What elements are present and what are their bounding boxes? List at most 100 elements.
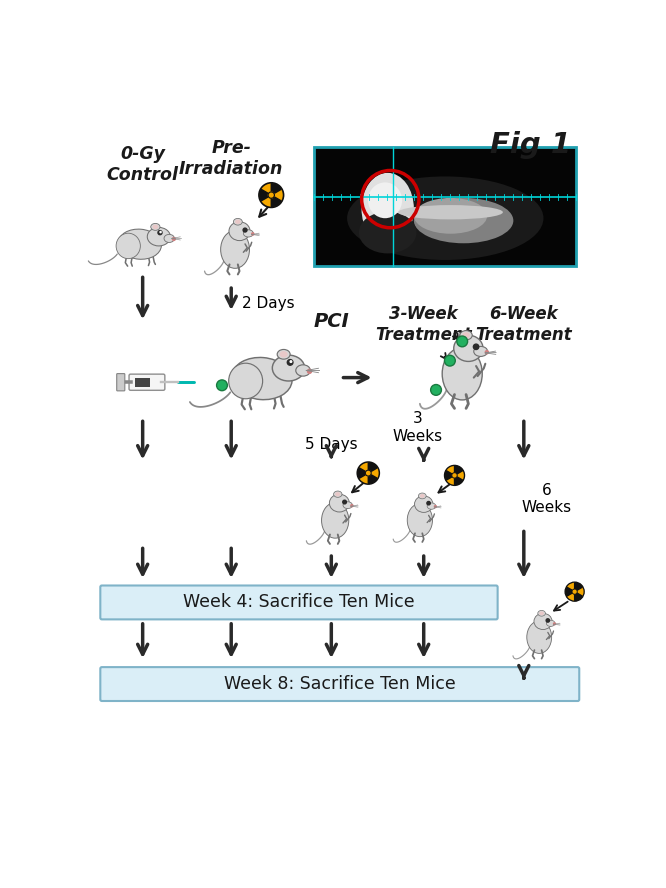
- Ellipse shape: [534, 614, 552, 630]
- Text: Pre-
Irradiation: Pre- Irradiation: [179, 139, 284, 178]
- Circle shape: [444, 355, 456, 366]
- Ellipse shape: [229, 222, 250, 241]
- Ellipse shape: [147, 227, 170, 246]
- Circle shape: [444, 465, 464, 486]
- Circle shape: [252, 233, 254, 235]
- Ellipse shape: [407, 503, 432, 536]
- Text: 6-Week
Treatment: 6-Week Treatment: [476, 305, 572, 344]
- Circle shape: [172, 238, 175, 241]
- Ellipse shape: [414, 496, 433, 512]
- Circle shape: [308, 369, 312, 373]
- Ellipse shape: [537, 610, 545, 616]
- Ellipse shape: [546, 620, 555, 626]
- Text: 3-Week
Treatment: 3-Week Treatment: [376, 305, 472, 344]
- Wedge shape: [368, 475, 377, 483]
- Circle shape: [268, 192, 274, 198]
- Circle shape: [270, 194, 273, 197]
- Text: 3
Weeks: 3 Weeks: [392, 411, 443, 444]
- Ellipse shape: [414, 198, 513, 243]
- Bar: [314, 147, 576, 266]
- Wedge shape: [271, 197, 281, 207]
- Circle shape: [434, 505, 436, 508]
- Circle shape: [216, 380, 227, 391]
- Text: 0-Gy
Control: 0-Gy Control: [107, 145, 178, 184]
- Circle shape: [427, 502, 430, 505]
- Circle shape: [453, 474, 456, 477]
- Ellipse shape: [460, 330, 472, 340]
- Circle shape: [452, 473, 457, 478]
- Ellipse shape: [151, 224, 160, 230]
- Bar: [135, 377, 150, 387]
- Ellipse shape: [243, 230, 253, 237]
- Circle shape: [457, 336, 468, 347]
- FancyBboxPatch shape: [129, 374, 165, 391]
- Ellipse shape: [164, 234, 174, 242]
- Circle shape: [351, 504, 353, 507]
- Circle shape: [366, 472, 370, 475]
- Ellipse shape: [116, 234, 141, 258]
- Circle shape: [546, 619, 549, 622]
- Ellipse shape: [462, 332, 470, 338]
- Wedge shape: [454, 466, 462, 473]
- Text: PCI: PCI: [314, 313, 349, 331]
- Circle shape: [366, 471, 371, 476]
- Ellipse shape: [527, 621, 551, 654]
- FancyBboxPatch shape: [117, 374, 125, 391]
- Ellipse shape: [427, 503, 436, 509]
- FancyBboxPatch shape: [101, 667, 579, 701]
- Ellipse shape: [232, 358, 292, 400]
- Circle shape: [431, 385, 442, 395]
- Circle shape: [553, 622, 555, 625]
- Wedge shape: [575, 593, 582, 600]
- Ellipse shape: [539, 611, 544, 615]
- Ellipse shape: [233, 218, 242, 225]
- Ellipse shape: [296, 365, 310, 377]
- Ellipse shape: [277, 350, 290, 359]
- Circle shape: [572, 590, 577, 594]
- Ellipse shape: [322, 503, 349, 538]
- Text: 5 Days: 5 Days: [305, 437, 358, 451]
- Circle shape: [343, 500, 346, 503]
- Ellipse shape: [359, 211, 416, 253]
- Ellipse shape: [118, 229, 161, 259]
- Circle shape: [357, 462, 380, 484]
- FancyBboxPatch shape: [101, 585, 498, 620]
- Wedge shape: [454, 477, 462, 485]
- Ellipse shape: [474, 346, 488, 356]
- Text: Week 4: Sacrifice Ten Mice: Week 4: Sacrifice Ten Mice: [183, 593, 415, 612]
- Wedge shape: [260, 189, 268, 201]
- Ellipse shape: [398, 205, 503, 219]
- Ellipse shape: [418, 493, 426, 499]
- Circle shape: [290, 361, 292, 362]
- Circle shape: [243, 228, 247, 232]
- Ellipse shape: [153, 225, 159, 229]
- Ellipse shape: [330, 495, 349, 512]
- Ellipse shape: [362, 173, 414, 244]
- Circle shape: [565, 583, 584, 601]
- Text: Week 8: Sacrifice Ten Mice: Week 8: Sacrifice Ten Mice: [224, 675, 456, 693]
- Wedge shape: [368, 463, 377, 472]
- Wedge shape: [566, 587, 571, 596]
- Ellipse shape: [368, 182, 402, 218]
- Text: 2 Days: 2 Days: [242, 297, 294, 311]
- Circle shape: [259, 183, 284, 208]
- Ellipse shape: [334, 491, 342, 497]
- Circle shape: [158, 231, 162, 234]
- Ellipse shape: [335, 492, 340, 496]
- Circle shape: [486, 351, 488, 353]
- Circle shape: [287, 360, 293, 365]
- Wedge shape: [358, 468, 365, 479]
- Ellipse shape: [454, 336, 483, 361]
- Wedge shape: [271, 184, 281, 193]
- Wedge shape: [575, 583, 582, 590]
- Ellipse shape: [420, 494, 425, 498]
- Ellipse shape: [343, 502, 352, 509]
- Circle shape: [474, 345, 479, 350]
- Ellipse shape: [347, 177, 543, 260]
- Ellipse shape: [228, 363, 262, 399]
- Circle shape: [160, 232, 161, 233]
- Ellipse shape: [235, 219, 240, 224]
- Ellipse shape: [272, 355, 304, 381]
- Circle shape: [573, 591, 576, 593]
- Ellipse shape: [280, 351, 288, 358]
